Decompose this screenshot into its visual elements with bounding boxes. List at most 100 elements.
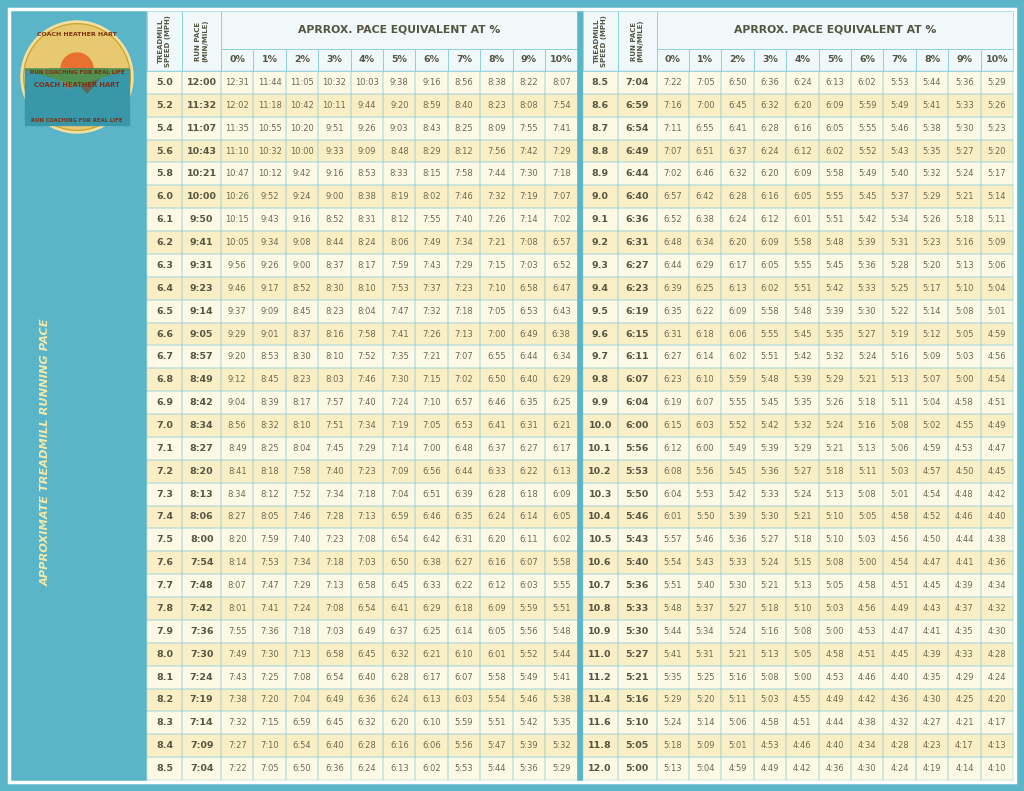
- Bar: [884, 49, 915, 71]
- Bar: [851, 49, 884, 71]
- Bar: [447, 643, 480, 666]
- Bar: [480, 162, 513, 185]
- Bar: [754, 528, 786, 551]
- Bar: [884, 162, 915, 185]
- Bar: [254, 140, 286, 162]
- Bar: [583, 460, 617, 483]
- Bar: [513, 300, 545, 323]
- Bar: [656, 11, 1013, 49]
- Bar: [851, 185, 884, 208]
- Text: 4:39: 4:39: [955, 581, 974, 590]
- Bar: [915, 551, 948, 574]
- Bar: [818, 277, 851, 300]
- Text: 6:56: 6:56: [422, 467, 441, 475]
- Bar: [350, 620, 383, 643]
- Text: 9:56: 9:56: [228, 261, 247, 270]
- Bar: [318, 231, 350, 254]
- Bar: [981, 369, 1013, 392]
- Bar: [689, 140, 721, 162]
- Text: 10:00: 10:00: [290, 146, 314, 156]
- Bar: [754, 140, 786, 162]
- Bar: [754, 574, 786, 597]
- Text: 6:11: 6:11: [519, 536, 539, 544]
- Bar: [480, 71, 513, 94]
- Bar: [182, 277, 221, 300]
- Bar: [545, 323, 578, 346]
- Bar: [818, 94, 851, 117]
- Text: 4:49: 4:49: [987, 421, 1006, 430]
- Text: 5:49: 5:49: [890, 100, 909, 110]
- Bar: [884, 528, 915, 551]
- Bar: [689, 369, 721, 392]
- Text: 6:02: 6:02: [858, 78, 877, 87]
- Text: 9.0: 9.0: [592, 192, 608, 201]
- Bar: [350, 254, 383, 277]
- Bar: [147, 254, 182, 277]
- Text: 6:17: 6:17: [422, 672, 441, 682]
- Text: 10:12: 10:12: [258, 169, 282, 179]
- Bar: [513, 162, 545, 185]
- Bar: [480, 483, 513, 505]
- Bar: [851, 208, 884, 231]
- Bar: [721, 208, 754, 231]
- Text: 4:51: 4:51: [890, 581, 909, 590]
- Bar: [721, 300, 754, 323]
- Bar: [286, 437, 318, 460]
- Bar: [383, 300, 416, 323]
- Text: 6:23: 6:23: [626, 284, 649, 293]
- Bar: [583, 574, 617, 597]
- Bar: [383, 277, 416, 300]
- Bar: [221, 369, 254, 392]
- Bar: [545, 117, 578, 140]
- Text: 7:37: 7:37: [422, 284, 441, 293]
- Bar: [915, 323, 948, 346]
- Bar: [884, 757, 915, 780]
- Text: 8:04: 8:04: [357, 307, 376, 316]
- Bar: [915, 162, 948, 185]
- Bar: [915, 346, 948, 369]
- Text: 11:44: 11:44: [258, 78, 282, 87]
- Bar: [721, 551, 754, 574]
- Text: 5:03: 5:03: [825, 604, 844, 613]
- Bar: [416, 757, 447, 780]
- Bar: [851, 757, 884, 780]
- Text: 5:21: 5:21: [626, 672, 649, 682]
- Text: 7:23: 7:23: [455, 284, 473, 293]
- Bar: [545, 323, 578, 346]
- Bar: [480, 94, 513, 117]
- Bar: [689, 437, 721, 460]
- Bar: [182, 369, 221, 392]
- Bar: [147, 231, 182, 254]
- Text: 9:26: 9:26: [260, 261, 279, 270]
- Bar: [721, 734, 754, 757]
- Bar: [221, 71, 254, 94]
- Text: 6:54: 6:54: [293, 741, 311, 750]
- Text: 10:03: 10:03: [355, 78, 379, 87]
- Bar: [383, 711, 416, 734]
- Bar: [147, 94, 182, 117]
- Bar: [721, 437, 754, 460]
- Text: 5:11: 5:11: [728, 695, 746, 705]
- Bar: [754, 300, 786, 323]
- Bar: [786, 185, 818, 208]
- Text: 6:22: 6:22: [455, 581, 473, 590]
- Bar: [416, 643, 447, 666]
- Bar: [656, 414, 689, 437]
- Bar: [447, 346, 480, 369]
- Text: 5:39: 5:39: [858, 238, 877, 247]
- Text: 8:53: 8:53: [357, 169, 376, 179]
- Text: 5:44: 5:44: [552, 649, 570, 659]
- Text: 7:40: 7:40: [357, 398, 376, 407]
- Bar: [915, 551, 948, 574]
- Bar: [254, 460, 286, 483]
- Text: 7:32: 7:32: [228, 718, 247, 727]
- Bar: [851, 392, 884, 414]
- Bar: [689, 71, 721, 94]
- Bar: [754, 208, 786, 231]
- Text: 10:15: 10:15: [225, 215, 249, 224]
- Bar: [318, 437, 350, 460]
- Bar: [851, 71, 884, 94]
- Bar: [884, 208, 915, 231]
- Bar: [480, 300, 513, 323]
- Bar: [545, 49, 578, 71]
